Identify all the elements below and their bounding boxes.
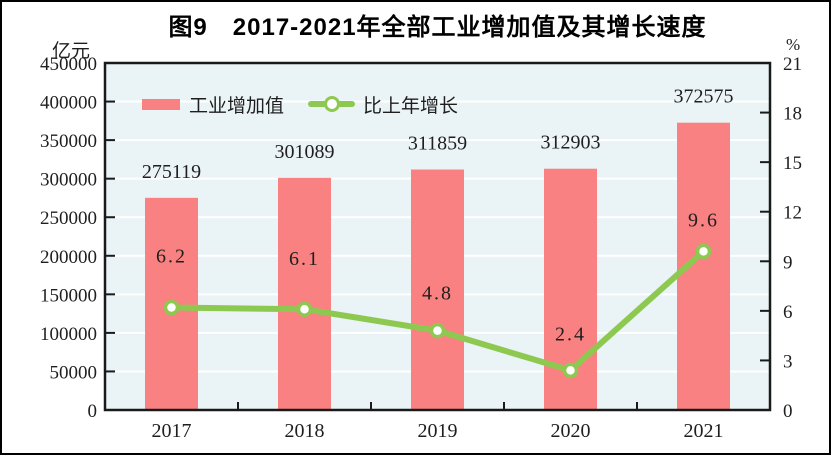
right-axis-label: 12: [783, 203, 802, 224]
right-axis-unit: %: [786, 35, 801, 54]
line-value-label: 4.8: [422, 283, 453, 305]
legend-bar-label: 工业增加值: [189, 95, 285, 117]
bar-value-label: 275119: [142, 161, 201, 183]
x-axis-label-2019: 2019: [418, 420, 458, 442]
right-axis-label: 0: [783, 401, 793, 422]
line-value-label: 2.4: [555, 323, 586, 345]
line-value-label: 6.1: [289, 248, 320, 270]
right-axis-label: 15: [783, 153, 802, 174]
left-axis-label: 350000: [40, 131, 97, 152]
legend-bar-swatch-icon: [142, 98, 180, 110]
left-axis-label: 200000: [40, 247, 97, 268]
line-value-label: 9.6: [688, 209, 719, 231]
right-axis-label: 6: [783, 302, 793, 323]
legend-line-icon: [308, 96, 356, 112]
x-axis-label-2018: 2018: [285, 420, 325, 442]
line-marker-2019: [429, 322, 446, 339]
left-axis-label: 450000: [40, 54, 97, 75]
bar-2018: [278, 177, 331, 409]
line-marker-2018: [296, 301, 313, 317]
right-axis-label: 21: [783, 54, 802, 75]
right-axis-label: 9: [783, 252, 793, 273]
legend-line-marker-icon: [323, 96, 340, 112]
left-axis-unit: 亿元: [52, 41, 91, 62]
bar-2019: [411, 169, 464, 409]
right-axis-label: 18: [783, 104, 802, 125]
left-axis-label: 100000: [40, 324, 97, 345]
right-axis-label: 3: [783, 351, 793, 372]
left-axis-label: 50000: [50, 362, 98, 383]
x-axis-label-2017: 2017: [152, 420, 192, 442]
bar-value-label: 301089: [275, 141, 335, 163]
line-value-label: 6.2: [156, 246, 187, 268]
left-axis-label: 150000: [40, 285, 97, 306]
left-axis-label: 250000: [40, 208, 97, 229]
line-marker-2020: [562, 362, 579, 379]
x-axis-label-2020: 2020: [551, 420, 591, 442]
line-marker-2021: [695, 243, 712, 260]
left-axis-label: 400000: [40, 93, 97, 114]
left-axis-label: 0: [88, 401, 98, 422]
bar-value-label: 311859: [408, 133, 467, 155]
legend-line-label: 比上年增长: [363, 95, 459, 117]
left-axis-label: 300000: [40, 170, 97, 191]
plot-border: [103, 61, 772, 412]
line-marker-2017: [163, 299, 180, 316]
chart-title: 图9 2017-2021年全部工业增加值及其增长速度: [168, 14, 707, 41]
legend: 工业增加值 比上年增长: [142, 92, 459, 117]
bar-value-label: 312903: [541, 132, 601, 154]
bar-value-label: 372575: [674, 86, 734, 108]
x-axis-label-2021: 2021: [684, 420, 724, 442]
